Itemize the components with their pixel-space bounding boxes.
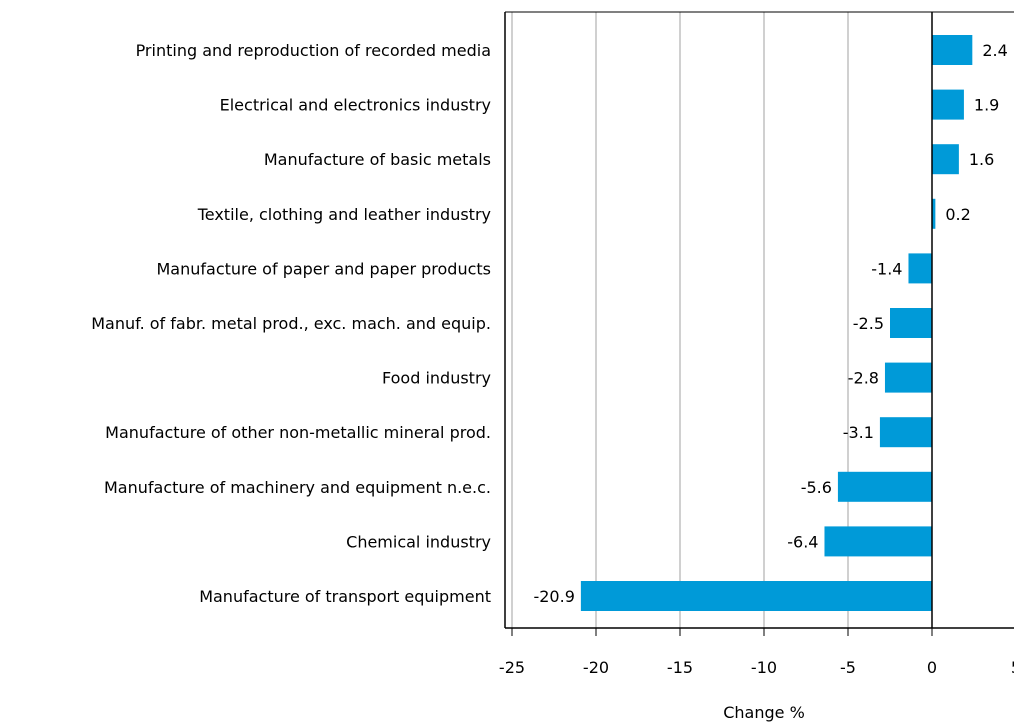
bar-10 xyxy=(580,581,932,611)
category-label: Manufacture of other non-metallic minera… xyxy=(105,423,491,442)
category-label: Manufacture of paper and paper products xyxy=(156,259,491,278)
data-label: -20.9 xyxy=(533,587,574,606)
bar-3 xyxy=(932,198,936,229)
category-label: Manufacture of machinery and equipment n… xyxy=(104,478,491,497)
data-label: -1.4 xyxy=(871,259,902,278)
bar-4 xyxy=(908,253,932,284)
data-label: -3.1 xyxy=(843,423,874,442)
bars xyxy=(580,35,973,611)
bar-0 xyxy=(932,35,973,65)
category-label: Food industry xyxy=(382,369,491,388)
data-label: 1.6 xyxy=(969,150,994,169)
data-label: 0.2 xyxy=(945,205,970,224)
x-tick-label: -15 xyxy=(667,658,693,677)
labels: Printing and reproduction of recorded me… xyxy=(91,41,1014,677)
category-label: Manufacture of basic metals xyxy=(264,150,491,169)
x-tick-label: -20 xyxy=(583,658,609,677)
category-label: Electrical and electronics industry xyxy=(220,96,491,115)
x-tick-label: 5 xyxy=(1011,658,1014,677)
data-label: 2.4 xyxy=(982,41,1007,60)
category-label: Textile, clothing and leather industry xyxy=(197,205,491,224)
bar-9 xyxy=(824,526,932,557)
x-tick-label: -25 xyxy=(499,658,525,677)
data-label: -5.6 xyxy=(801,478,832,497)
data-label: -2.8 xyxy=(848,369,879,388)
axes xyxy=(504,11,1014,636)
x-tick-label: -5 xyxy=(840,658,856,677)
x-tick-label: -10 xyxy=(751,658,777,677)
category-label: Manuf. of fabr. metal prod., exc. mach. … xyxy=(91,314,491,333)
x-tick-label: 0 xyxy=(927,658,937,677)
bar-8 xyxy=(837,471,932,502)
data-label: -6.4 xyxy=(787,532,818,551)
bar-1 xyxy=(932,89,964,120)
category-label: Manufacture of transport equipment xyxy=(199,587,491,606)
category-label: Chemical industry xyxy=(346,532,491,551)
category-label: Printing and reproduction of recorded me… xyxy=(136,41,491,60)
bar-5 xyxy=(890,308,932,338)
x-axis-title: Change % xyxy=(723,703,805,722)
bar-7 xyxy=(879,417,932,448)
data-label: 1.9 xyxy=(974,96,999,115)
bar-2 xyxy=(932,144,959,175)
data-label: -2.5 xyxy=(853,314,884,333)
grid-lines xyxy=(511,12,849,628)
bar-6 xyxy=(884,362,932,393)
